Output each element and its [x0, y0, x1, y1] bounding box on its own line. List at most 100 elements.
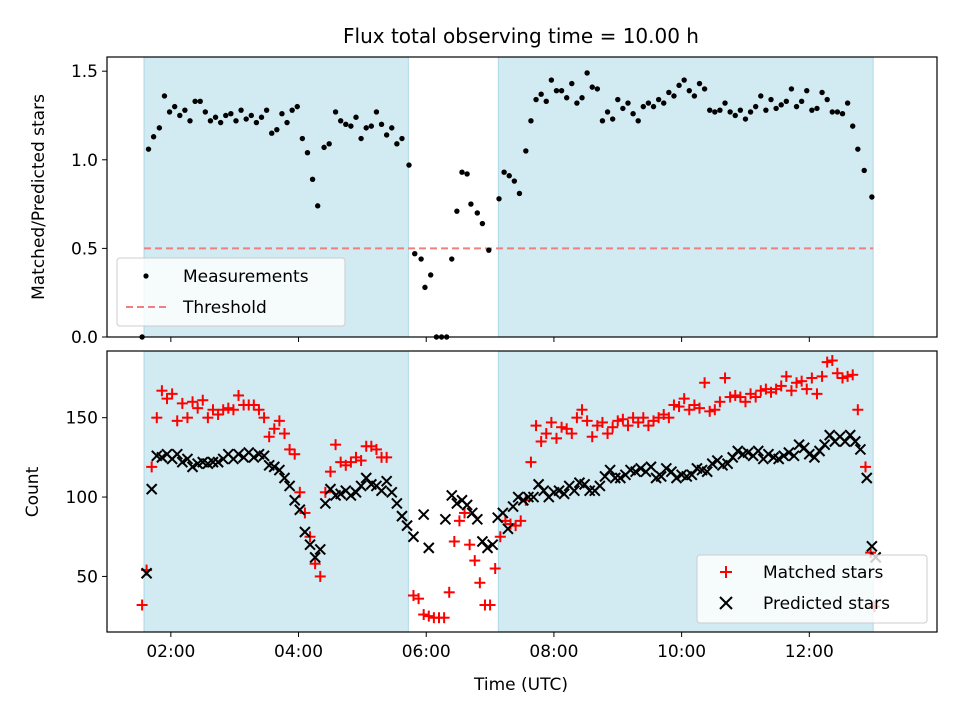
- measurement-point: [422, 284, 428, 291]
- matched-star-point: [785, 385, 797, 397]
- predicted-star-point: [423, 542, 435, 554]
- cross-stroke: [268, 461, 280, 473]
- predicted-star-point: [645, 461, 657, 473]
- measurement-point: [824, 96, 830, 103]
- measurement-point: [289, 107, 295, 113]
- x-axis-label: Time (UTC): [473, 675, 568, 695]
- matched-star-point: [176, 397, 188, 409]
- measurement-point: [758, 93, 764, 99]
- matched-star-point: [217, 404, 229, 416]
- matched-star-point: [704, 405, 716, 417]
- predicted-star-point: [309, 551, 321, 564]
- cross-stroke: [304, 538, 316, 551]
- measurement-point: [479, 220, 486, 227]
- cross-stroke: [762, 448, 775, 460]
- cross-stroke: [345, 489, 357, 502]
- matched-legend-label: Matched stars: [763, 563, 883, 583]
- measurement-point: [399, 135, 405, 142]
- measurement-point: [177, 112, 183, 119]
- measurement-point: [599, 118, 606, 124]
- matched-star-point: [714, 396, 726, 408]
- matched-star-point: [469, 555, 481, 567]
- predicted-star-point: [171, 448, 183, 460]
- measurement-point: [516, 190, 523, 197]
- cross-stroke: [151, 450, 163, 462]
- predicted-star-point: [502, 523, 514, 535]
- measurement-point: [150, 134, 157, 140]
- measurement-point: [717, 107, 723, 113]
- count-x-ticks: 02:00 04:00 06:00 08:00 10:00 12:00: [146, 632, 834, 662]
- cross-stroke: [156, 451, 168, 464]
- measurement-point: [548, 77, 555, 83]
- measurement-point: [804, 87, 810, 94]
- predicted-star-point: [732, 445, 744, 457]
- cross-stroke: [706, 458, 718, 470]
- measurement-point: [696, 80, 703, 87]
- measurement-point: [737, 107, 744, 113]
- cross-stroke: [360, 472, 372, 484]
- predicted-star-point: [778, 450, 790, 462]
- predicted-star-point: [742, 446, 754, 459]
- predicted-star-point: [212, 456, 224, 468]
- matched-star-point: [709, 404, 721, 416]
- cross-stroke: [396, 510, 408, 522]
- measurement-point: [412, 251, 418, 257]
- matched-star-point: [515, 515, 527, 527]
- predicted-star-point: [156, 451, 168, 464]
- predicted-star-point: [355, 480, 367, 492]
- predicted-star-point: [258, 450, 270, 462]
- measurement-point: [459, 169, 465, 175]
- cross-stroke: [466, 507, 478, 519]
- measurement-point: [294, 103, 300, 110]
- matched-star-point: [166, 388, 178, 400]
- measurement-point: [202, 109, 209, 115]
- matched-star-point: [443, 586, 455, 598]
- cross-stroke: [380, 475, 393, 487]
- cross-stroke: [803, 448, 816, 460]
- matched-star-point: [324, 466, 336, 478]
- measurement-point: [192, 98, 198, 105]
- figure-title: Flux total observing time = 10.00 h: [343, 24, 699, 48]
- measurement-point: [625, 100, 631, 106]
- matched-star-point: [192, 402, 204, 414]
- matched-star-point: [181, 412, 193, 424]
- predicted-star-point: [268, 461, 280, 473]
- cross-stroke: [439, 513, 452, 525]
- predicted-star-point: [319, 497, 332, 510]
- cross-stroke: [140, 567, 153, 579]
- cross-stroke: [788, 450, 800, 462]
- predicted-star-point: [278, 472, 291, 484]
- matched-star-point: [222, 402, 234, 414]
- matched-star-point: [289, 448, 301, 460]
- measurement-point: [253, 119, 260, 126]
- cross-stroke: [578, 478, 591, 491]
- measurement-point: [314, 203, 321, 209]
- measurement-point: [553, 87, 560, 94]
- measurement-point: [358, 135, 364, 142]
- measurement-point: [406, 162, 412, 168]
- cross-stroke: [334, 488, 347, 500]
- cross-stroke: [818, 438, 831, 451]
- measurement-point: [630, 111, 636, 117]
- predicted-star-point: [140, 567, 153, 579]
- matched-star-point: [540, 428, 552, 440]
- matched-star-point: [273, 415, 285, 427]
- measurement-point: [604, 109, 611, 115]
- predicted-star-point: [854, 443, 867, 456]
- measurement-point: [686, 87, 692, 94]
- cross-stroke: [145, 483, 158, 495]
- measurement-point: [671, 93, 677, 99]
- measurement-point: [353, 114, 359, 120]
- matched-star-point: [806, 372, 818, 384]
- measurement-point: [299, 135, 306, 142]
- ratio-x-ticks: [170, 337, 810, 342]
- cross-stroke: [486, 538, 499, 551]
- matched-star-point: [816, 370, 828, 382]
- predicted-star-point: [553, 484, 565, 497]
- cross-stroke: [423, 542, 435, 554]
- ratio-y-tick-label: 1.5: [71, 62, 98, 82]
- predicted-star-point: [762, 448, 775, 460]
- cross-stroke: [507, 500, 519, 513]
- measurement-point: [378, 121, 385, 128]
- cross-stroke: [471, 513, 484, 525]
